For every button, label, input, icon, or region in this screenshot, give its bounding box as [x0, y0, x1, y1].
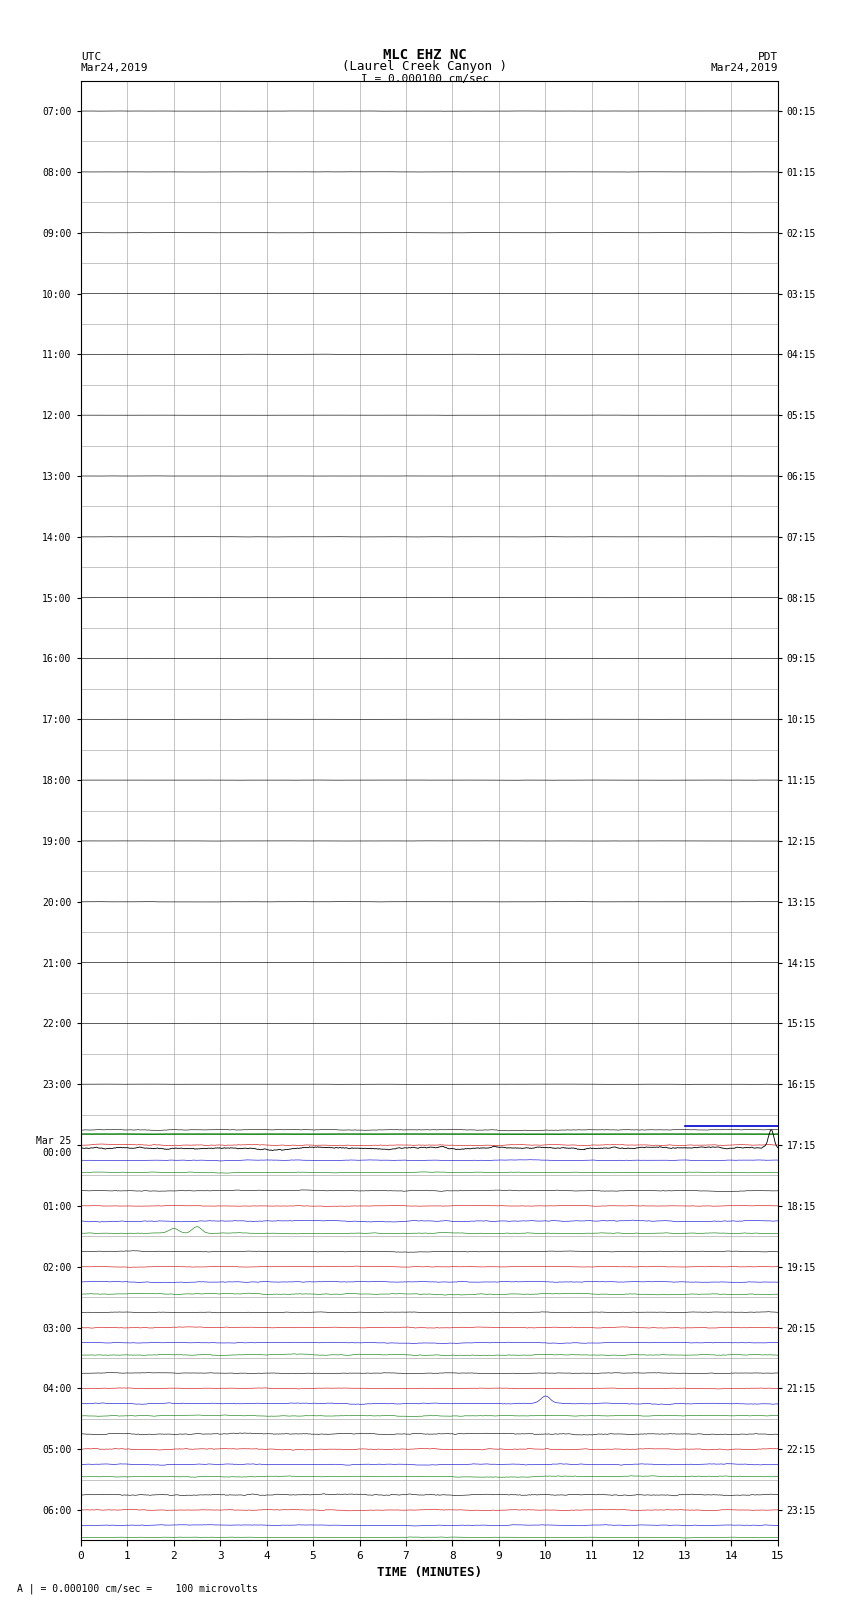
Text: A | = 0.000100 cm/sec =    100 microvolts: A | = 0.000100 cm/sec = 100 microvolts: [17, 1582, 258, 1594]
X-axis label: TIME (MINUTES): TIME (MINUTES): [377, 1566, 482, 1579]
Text: (Laurel Creek Canyon ): (Laurel Creek Canyon ): [343, 60, 507, 73]
Text: Mar24,2019: Mar24,2019: [81, 63, 148, 73]
Text: I = 0.000100 cm/sec: I = 0.000100 cm/sec: [361, 74, 489, 84]
Text: UTC: UTC: [81, 52, 101, 63]
Text: MLC EHZ NC: MLC EHZ NC: [383, 48, 467, 63]
Text: Mar24,2019: Mar24,2019: [711, 63, 778, 73]
Text: PDT: PDT: [757, 52, 778, 63]
